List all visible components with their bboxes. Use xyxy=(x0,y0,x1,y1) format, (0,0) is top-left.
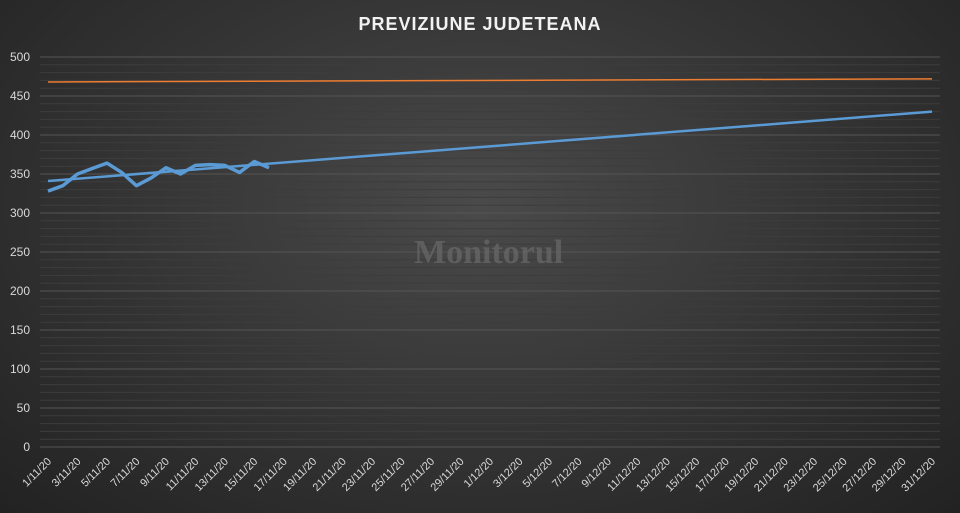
x-tick-label: 1/12/20 xyxy=(462,456,496,490)
watermark-logo: Monitorul xyxy=(414,234,564,271)
y-tick-label: 50 xyxy=(17,401,31,415)
x-tick-label: 5/12/20 xyxy=(521,456,555,490)
y-tick-label: 300 xyxy=(10,206,30,220)
y-tick-label: 500 xyxy=(10,50,30,64)
y-tick-label: 250 xyxy=(10,245,30,259)
y-tick-label: 450 xyxy=(10,89,30,103)
chart-title: PREVIZIUNE JUDETEANA xyxy=(358,14,602,34)
y-tick-label: 400 xyxy=(10,128,30,142)
x-tick-label: 7/12/20 xyxy=(550,456,584,490)
y-tick-label: 350 xyxy=(10,167,30,181)
x-tick-label: 5/11/20 xyxy=(79,456,113,490)
x-tick-label: 3/11/20 xyxy=(50,456,84,490)
series-line xyxy=(47,78,933,83)
y-tick-label: 200 xyxy=(10,284,30,298)
trendline xyxy=(47,110,933,183)
x-tick-label: 1/11/20 xyxy=(20,456,54,490)
y-tick-label: 150 xyxy=(10,323,30,337)
x-tick-label: 7/11/20 xyxy=(109,456,143,490)
x-tick-label: 3/12/20 xyxy=(491,456,525,490)
y-tick-label: 0 xyxy=(23,440,30,454)
y-tick-label: 100 xyxy=(10,362,30,376)
